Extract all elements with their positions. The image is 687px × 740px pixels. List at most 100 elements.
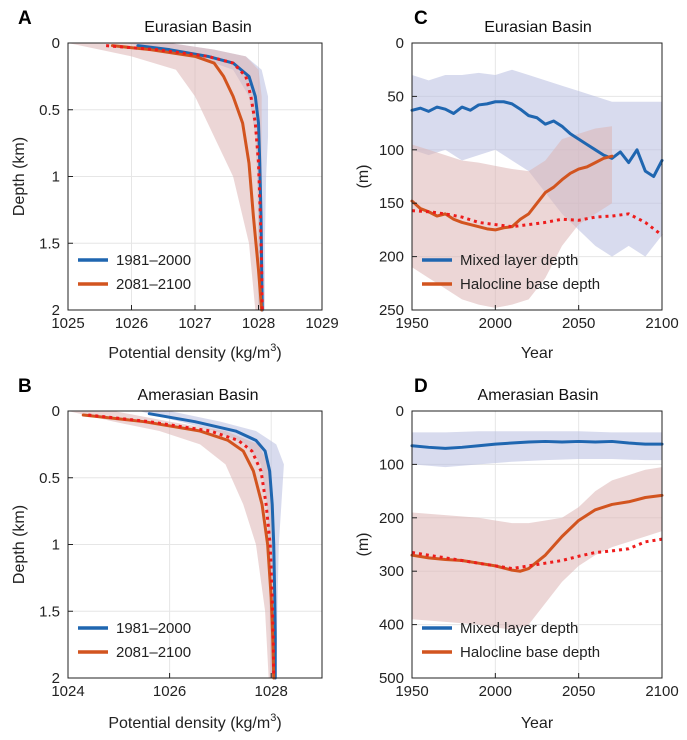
series-lines [410,100,664,237]
panel-c: 1950 2000 2050 2100 0 50 100 150 200 250 Eurasian … [355,8,679,362]
x-tick-label: 2100 [645,315,678,332]
y-axis-label: Depth (km) [11,137,28,216]
y-tick-label: 0.5 [39,102,60,119]
legend: 1981–2000 2081–2100 [78,252,191,293]
legend-entry: Mixed layer depth [460,252,578,269]
axis-ticks: 1024 1026 1028 0 0.5 1 1.5 2 [39,403,288,700]
x-tick-label: 1029 [305,315,338,332]
x-tick-label: 2050 [562,683,595,700]
y-axis-label: (m) [355,165,372,189]
y-tick-label: 150 [379,195,404,212]
x-tick-label: 1027 [178,315,211,332]
x-tick-label: 2100 [645,683,678,700]
y-tick-label: 1.5 [39,235,60,252]
legend-entry: 1981–2000 [116,620,191,637]
y-tick-label: 1 [52,169,60,186]
x-tick-label: 2000 [479,315,512,332]
series-line-orange [81,413,276,680]
y-tick-label: 50 [387,88,404,105]
y-tick-label: 0 [396,403,404,420]
legend: Mixed layer depth Halocline base depth [422,252,600,293]
panel-a: 1025 1026 1027 1028 1029 0 0.5 1 1.5 2 Eurasian Ba… [11,8,339,362]
legend-entry: Mixed layer depth [460,620,578,637]
axis-ticks: 1950 2000 2050 2100 0 50 100 150 200 250 [379,35,679,332]
panel-d: 1950 2000 2050 2100 0 100 200 300 400 500 Amerasia… [355,376,679,732]
x-axis-label-end: ) [276,715,281,732]
y-tick-label: 1.5 [39,603,60,620]
x-axis-label: Year [521,345,554,362]
band-orange [412,467,662,630]
legend-entry: 2081–2100 [116,644,191,661]
axis-ticks: 1950 2000 2050 2100 0 100 200 300 400 500 [379,403,679,700]
series-line-reference-dotted [88,413,276,679]
series-line-reference-dotted [105,44,264,311]
y-tick-label: 0 [52,35,60,52]
panel-letter: C [414,8,428,29]
panel-letter: A [18,8,32,29]
y-tick-label: 0 [396,35,404,52]
series-lines [105,44,264,312]
band-orange [68,43,264,310]
y-tick-label: 2 [52,302,60,319]
band-orange [412,126,612,308]
series-line-blue [147,412,277,680]
panel-title: Eurasian Basin [144,19,252,36]
x-axis-label-main: Potential density (kg/m [108,345,270,362]
y-tick-label: 300 [379,563,404,580]
series-line-reference-dotted [411,209,663,237]
legend-entry: Halocline base depth [460,276,600,293]
legend-entry: 1981–2000 [116,252,191,269]
legend: Mixed layer depth Halocline base depth [422,620,600,661]
panel-b: 1024 1026 1028 0 0.5 1 1.5 2 Amerasian Basin B Pot… [11,376,323,732]
series-line-blue [410,100,664,178]
x-axis-label: Year [521,715,554,732]
x-axis-label: Potential density (kg/m3) [108,342,281,362]
legend: 1981–2000 2081–2100 [78,620,191,661]
x-tick-label: 1024 [51,683,84,700]
plot-frame [411,410,663,679]
x-axis-label: Potential density (kg/m3) [108,712,281,732]
uncertainty-bands [412,69,662,308]
y-tick-label: 250 [379,302,404,319]
panel-letter: D [414,376,428,397]
x-tick-label: 1950 [395,315,428,332]
axis-ticks: 1025 1026 1027 1028 1029 0 0.5 1 1.5 2 [39,35,339,332]
x-tick-label: 1026 [153,683,186,700]
uncertainty-bands [68,43,269,310]
y-tick-label: 100 [379,456,404,473]
y-tick-label: 500 [379,670,404,687]
panel-title: Amerasian Basin [138,387,259,404]
y-axis-label: (m) [355,533,372,557]
y-tick-label: 200 [379,249,404,266]
y-axis-label: Depth (km) [11,505,28,584]
series-line-orange [410,154,614,232]
x-axis-label-end: ) [276,345,281,362]
series-line-blue [136,44,264,312]
y-tick-label: 100 [379,142,404,159]
y-tick-label: 2 [52,670,60,687]
x-tick-label: 1026 [115,315,148,332]
series-lines [81,412,277,680]
y-tick-label: 200 [379,510,404,527]
y-tick-label: 0 [52,403,60,420]
panel-letter: B [18,376,32,397]
grid [67,410,322,679]
x-tick-label: 1025 [51,315,84,332]
panel-title: Amerasian Basin [478,387,599,404]
x-axis-label-sup: 3 [270,712,276,724]
x-axis-label-sup: 3 [270,342,276,354]
y-tick-label: 1 [52,537,60,554]
series-lines [410,439,664,573]
legend-entry: Halocline base depth [460,644,600,661]
legend-entry: 2081–2100 [116,276,191,293]
x-tick-label: 2050 [562,315,595,332]
plot-frame [411,42,663,311]
uncertainty-bands [412,431,662,630]
series-line-orange [110,44,264,312]
y-tick-label: 0.5 [39,470,60,487]
x-tick-label: 2000 [479,683,512,700]
y-tick-label: 400 [379,617,404,634]
band-blue [412,431,662,468]
series-line-reference-dotted [411,537,663,571]
